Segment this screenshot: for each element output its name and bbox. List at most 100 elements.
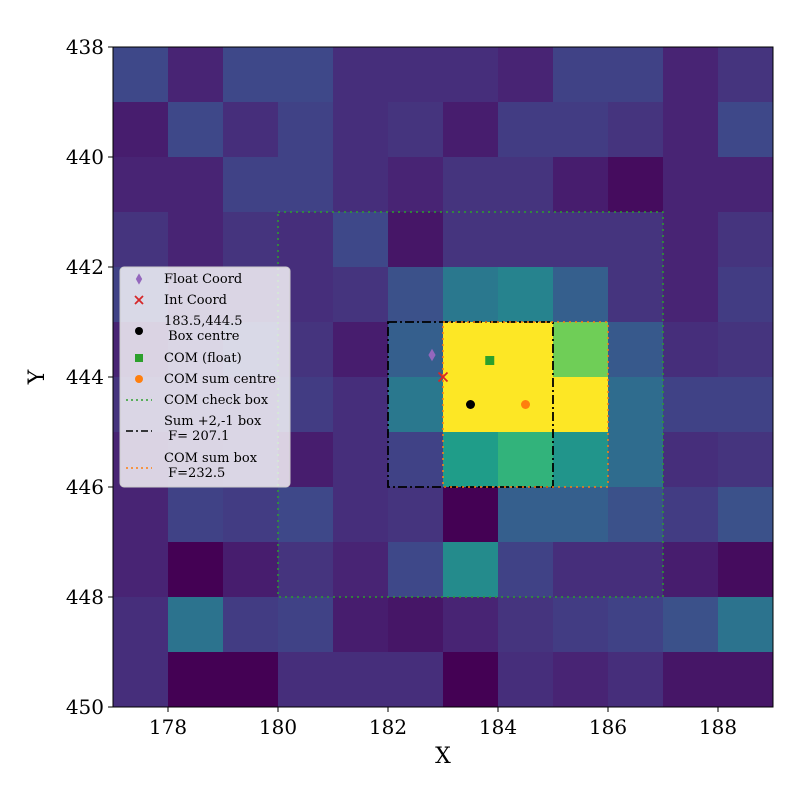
svg-text:COM (float): COM (float) — [164, 351, 242, 366]
heatmap-cell — [718, 47, 774, 103]
heatmap-cell — [388, 597, 444, 653]
heatmap-cell — [553, 432, 609, 488]
y-tick-label: 446 — [66, 475, 104, 499]
heatmap-cell — [553, 652, 609, 708]
heatmap-cell — [608, 652, 664, 708]
heatmap-cell — [608, 322, 664, 378]
overlay-box — [387, 321, 554, 488]
svg-text:COM sum box F=232.5: COM sum box F=232.5 — [164, 451, 258, 481]
heatmap-cell — [498, 212, 554, 268]
heatmap-cell — [663, 157, 719, 213]
heatmap-cell — [443, 597, 499, 653]
heatmap-cell — [553, 267, 609, 323]
heatmap-cell — [333, 212, 389, 268]
y-tick-label: 450 — [66, 695, 104, 719]
heatmap-cell — [278, 157, 334, 213]
legend-item: 183.5,444.5 Box centre — [135, 314, 243, 344]
heatmap-cell — [608, 597, 664, 653]
heatmap-cell — [443, 542, 499, 598]
heatmap-cell — [168, 212, 224, 268]
heatmap-cell — [278, 597, 334, 653]
heatmap-cell — [333, 322, 389, 378]
heatmap-cell — [718, 157, 774, 213]
heatmap-cell — [608, 487, 664, 543]
x-tick-label: 182 — [369, 715, 407, 739]
heatmap-cell — [223, 212, 279, 268]
heatmap-cell — [113, 597, 169, 653]
heatmap-cell — [223, 47, 279, 103]
legend-item: COM sum centre — [135, 372, 276, 387]
heatmap-cell — [718, 102, 774, 158]
heatmap-cell — [498, 432, 554, 488]
heatmap-cell — [718, 487, 774, 543]
heatmap-cell — [663, 652, 719, 708]
heatmap-cell — [388, 432, 444, 488]
heatmap-cell — [168, 652, 224, 708]
heatmap-cell — [498, 652, 554, 708]
heatmap-cell — [388, 47, 444, 103]
y-tick-label: 448 — [66, 585, 104, 609]
heatmap-cell — [278, 487, 334, 543]
heatmap-cell — [498, 267, 554, 323]
heatmap-cell — [113, 157, 169, 213]
heatmap-cell — [498, 47, 554, 103]
heatmap-cell — [223, 487, 279, 543]
heatmap-cell — [278, 542, 334, 598]
heatmap-cell — [608, 542, 664, 598]
y-axis-label: Y — [25, 369, 50, 385]
heatmap-cell — [718, 652, 774, 708]
heatmap-cell — [553, 157, 609, 213]
data-marker — [485, 356, 495, 365]
heatmap-cell — [333, 542, 389, 598]
heatmap-cell — [223, 652, 279, 708]
heatmap-cell — [718, 267, 774, 323]
heatmap-cell — [113, 47, 169, 103]
heatmap-cell — [663, 542, 719, 598]
heatmap-cell — [443, 212, 499, 268]
x-tick-label: 186 — [589, 715, 627, 739]
legend-item: COM (float) — [135, 351, 242, 366]
heatmap-cell — [663, 487, 719, 543]
heatmap-cell — [223, 597, 279, 653]
heatmap-cell — [553, 212, 609, 268]
heatmap-cell — [333, 377, 389, 433]
heatmap-cell — [718, 542, 774, 598]
heatmap-cell — [608, 377, 664, 433]
x-tick-label: 188 — [699, 715, 737, 739]
heatmap-cell — [223, 102, 279, 158]
x-axis-label: X — [435, 744, 451, 769]
heatmap-cell — [498, 597, 554, 653]
heatmap-cell — [663, 597, 719, 653]
svg-text:COM check box: COM check box — [164, 393, 269, 408]
legend-frame — [119, 266, 291, 488]
data-marker — [437, 371, 449, 383]
heatmap-cell — [553, 597, 609, 653]
svg-text:Sum +2,-1 box F= 207.1: Sum +2,-1 box F= 207.1 — [164, 414, 262, 444]
heatmap-cell — [113, 542, 169, 598]
heatmap-cell — [663, 47, 719, 103]
heatmap-cell — [168, 597, 224, 653]
heatmap-cell — [388, 652, 444, 708]
heatmap-cell — [443, 47, 499, 103]
data-marker — [428, 348, 436, 362]
heatmap-cell — [388, 157, 444, 213]
heatmap-cell — [553, 377, 609, 433]
heatmap-cell — [608, 212, 664, 268]
heatmap-cell — [388, 267, 444, 323]
heatmap-cell — [608, 432, 664, 488]
heatmap-cell — [388, 322, 444, 378]
heatmap-cell — [553, 322, 609, 378]
heatmap-cell — [718, 322, 774, 378]
legend-item: COM sum box F=232.5 — [126, 451, 258, 481]
heatmap-cell — [553, 487, 609, 543]
legend: Float Coord Int Coord 183.5,444.5 Box cent… — [119, 266, 291, 488]
x-tick-label: 180 — [259, 715, 297, 739]
heatmap-cell — [553, 102, 609, 158]
heatmap-cell — [443, 322, 499, 378]
heatmap-cell — [498, 102, 554, 158]
heatmap-cell — [333, 267, 389, 323]
legend-item: COM check box — [126, 393, 269, 408]
overlay-box — [277, 211, 664, 598]
heatmap-cell — [333, 157, 389, 213]
